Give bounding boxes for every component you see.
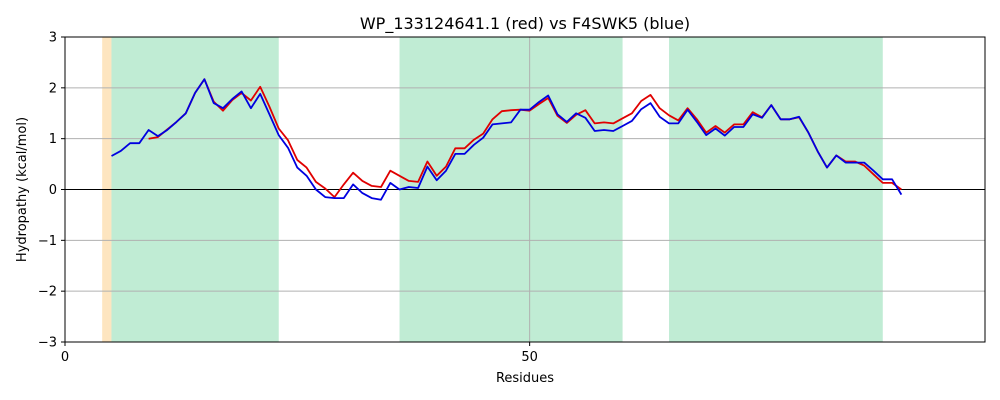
x-tick-label: 0 <box>61 350 69 365</box>
y-tick-label: −2 <box>38 285 57 300</box>
y-tick-label: −1 <box>38 234 57 249</box>
y-axis-label: Hydropathy (kcal/mol) <box>15 117 30 262</box>
series-lines <box>111 78 903 201</box>
x-axis-label: Residues <box>496 371 554 386</box>
y-tick-label: 1 <box>49 132 57 147</box>
y-tick-label: 0 <box>49 183 57 198</box>
chart-title: WP_133124641.1 (red) vs F4SWK5 (blue) <box>360 14 690 34</box>
x-tick-label: 50 <box>521 350 538 365</box>
y-tick-label: 3 <box>49 31 57 46</box>
y-tick-label: −3 <box>38 336 57 351</box>
axis-ticks: −3 −2 −1 0 1 2 3 0 50 <box>38 31 538 366</box>
y-tick-label: 2 <box>49 81 57 96</box>
series-line <box>111 78 903 201</box>
